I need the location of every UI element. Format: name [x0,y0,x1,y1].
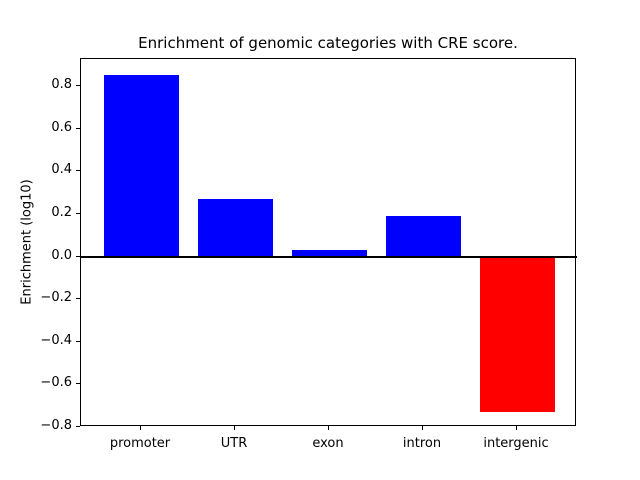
y-tick-mark [76,425,80,427]
plot-area [80,58,577,426]
y-tick-mark [76,85,80,87]
bar-promoter [103,74,179,257]
zero-line [81,255,577,258]
y-tick-mark [76,170,80,172]
x-tick-mark [328,426,329,430]
x-tick-mark [422,426,423,430]
y-tick-label: −0.8 [40,417,72,433]
y-tick-label: 0.4 [51,162,72,178]
y-tick-mark [76,255,80,257]
x-tick-label-exon: exon [312,436,344,451]
y-tick-label: 0.6 [51,119,72,135]
y-axis-label: Enrichment (log10) [19,179,35,305]
x-tick-mark [234,426,235,430]
y-tick-mark [76,298,80,300]
x-tick-label-intron: intron [402,436,442,451]
bar-intron [385,216,461,257]
bar-UTR [197,199,273,257]
x-tick-mark [516,426,517,430]
y-tick-label: 0.8 [51,77,72,93]
x-tick-label-intergenic: intergenic [483,436,549,451]
y-tick-mark [76,383,80,385]
chart-title: Enrichment of genomic categories with CR… [138,34,518,52]
y-tick-label: 0.2 [51,204,72,220]
x-tick-label-promoter: promoter [109,436,171,451]
y-tick-label: −0.4 [40,332,72,348]
y-tick-label: −0.2 [40,290,72,306]
y-tick-mark [76,212,80,214]
x-tick-mark [140,426,141,430]
y-tick-label: 0.0 [51,247,72,263]
y-tick-mark [76,127,80,129]
bar-exon [291,250,367,257]
y-tick-mark [76,340,80,342]
x-tick-label-UTR: UTR [220,436,248,451]
y-tick-label: −0.6 [40,375,72,391]
bar-intergenic [479,256,555,412]
